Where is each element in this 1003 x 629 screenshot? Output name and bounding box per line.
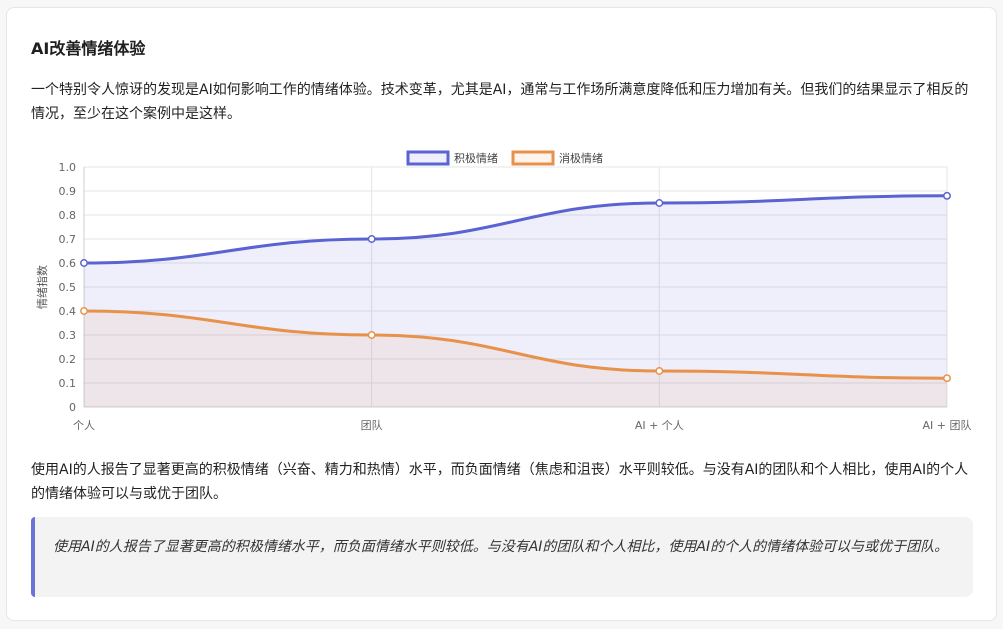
y-tick-label: 0.6	[59, 257, 77, 270]
legend-swatch	[511, 150, 555, 166]
y-axis-label: 情绪指数	[35, 265, 49, 309]
highlight-quote: 使用AI的人报告了显著更高的积极情绪水平，而负面情绪水平则较低。与没有AI的团队…	[31, 517, 973, 597]
data-point	[943, 191, 951, 200]
series-line-0	[83, 194, 948, 265]
y-tick-label: 1.0	[59, 161, 77, 174]
section-title: AI改善情绪体验	[31, 39, 146, 58]
y-tick-label: 0.3	[59, 329, 77, 342]
x-tick-label: 团队	[361, 418, 383, 432]
series-area-1	[84, 311, 947, 407]
data-point	[80, 259, 88, 267]
data-point	[80, 307, 88, 315]
data-point	[943, 374, 951, 383]
emotion-line-chart: 0 0.1 0.2 0.3 0.4 0.5 0.6 0.7 0.8 0.9 1.0 个人 团队 AI + …	[35, 150, 972, 432]
x-tick-label: 个人	[73, 419, 95, 432]
intro-paragraph: 一个特别令人惊讶的发现是AI如何影响工作的情绪体验。技术变革，尤其是AI，通常与…	[31, 82, 969, 122]
data-point	[367, 235, 376, 243]
content-card: AI改善情绪体验 一个特别令人惊讶的发现是AI如何影响工作的情绪体验。技术变革，…	[6, 7, 997, 621]
y-tick-label: 0.9	[59, 185, 77, 198]
x-tick-label: AI + 团队	[923, 418, 972, 432]
legend-swatch	[406, 150, 450, 166]
y-tick-label: 0	[69, 401, 76, 414]
data-point	[655, 199, 664, 207]
series-area-0	[84, 195, 947, 407]
y-tick-label: 0.4	[59, 305, 77, 318]
y-tick-label: 0.2	[59, 353, 77, 366]
summary-paragraph: 使用AI的人报告了显著更高的积极情绪（兴奋、精力和热情）水平，而负面情绪（焦虑和…	[31, 462, 969, 502]
y-tick-label: 0.5	[59, 281, 77, 294]
y-tick-label: 0.1	[59, 377, 77, 390]
y-tick-label: 0.8	[59, 209, 77, 222]
data-point	[655, 367, 664, 375]
series-line-1	[83, 309, 948, 380]
legend-label: 消极情绪	[559, 151, 603, 165]
legend-label: 积极情绪	[454, 151, 498, 165]
data-point	[367, 331, 376, 339]
y-tick-label: 0.7	[59, 233, 77, 246]
x-tick-label: AI + 个人	[635, 419, 684, 432]
